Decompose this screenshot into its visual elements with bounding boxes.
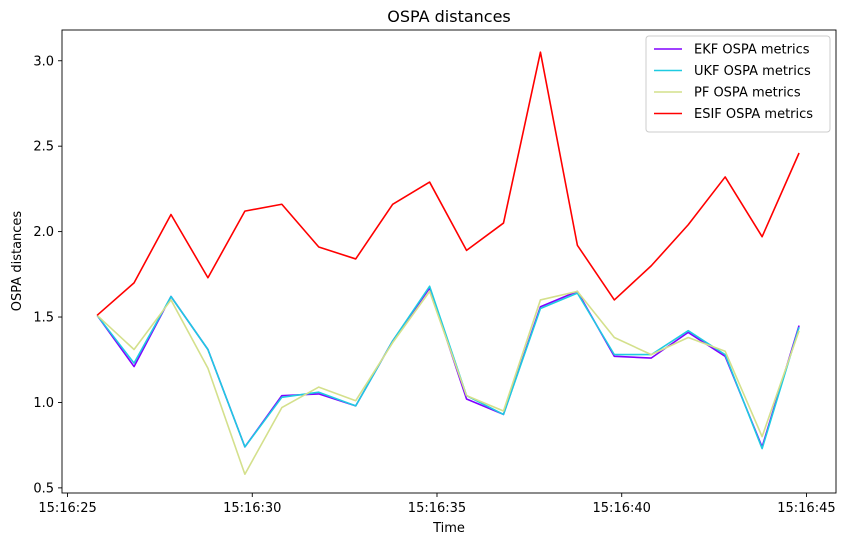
x-tick-label: 15:16:30	[223, 501, 281, 516]
y-axis-label: OSPA distances	[10, 211, 25, 312]
x-axis-label: Time	[432, 521, 465, 536]
plot-area	[96, 51, 800, 476]
y-axis: 0.5 1.0 1.5 2.0 2.5 3.0	[33, 54, 62, 496]
x-tick-label: 15:16:45	[777, 501, 835, 516]
legend-label-4: ESIF OSPA metrics	[694, 107, 813, 122]
x-axis: 15:16:25 15:16:30 15:16:35 15:16:40 15:16:45	[38, 493, 836, 516]
x-tick-label: 15:16:35	[408, 501, 466, 516]
legend-box	[645, 35, 831, 133]
y-tick-label: 2.5	[33, 140, 54, 155]
plot-frame	[61, 29, 837, 494]
legend-label-3: PF OSPA metrics	[694, 86, 801, 101]
series-line-2	[96, 285, 800, 450]
legend-label-2: UKF OSPA metrics	[694, 64, 811, 79]
x-tick-label: 15:16:40	[593, 501, 651, 516]
series-line-4	[96, 51, 800, 316]
series-line-3	[96, 290, 800, 476]
legend: EKF OSPA metrics UKF OSPA metrics PF OSPA …	[645, 35, 831, 133]
series-line-1	[96, 287, 800, 448]
x-tick-label: 15:16:25	[38, 501, 96, 516]
y-tick-label: 1.5	[33, 311, 54, 326]
y-tick-label: 1.0	[33, 396, 54, 411]
chart-title: OSPA distances	[387, 7, 511, 26]
y-tick-label: 3.0	[33, 54, 54, 69]
legend-label-1: EKF OSPA metrics	[694, 43, 810, 58]
y-tick-label: 2.0	[33, 225, 54, 240]
y-tick-label: 0.5	[33, 481, 54, 496]
